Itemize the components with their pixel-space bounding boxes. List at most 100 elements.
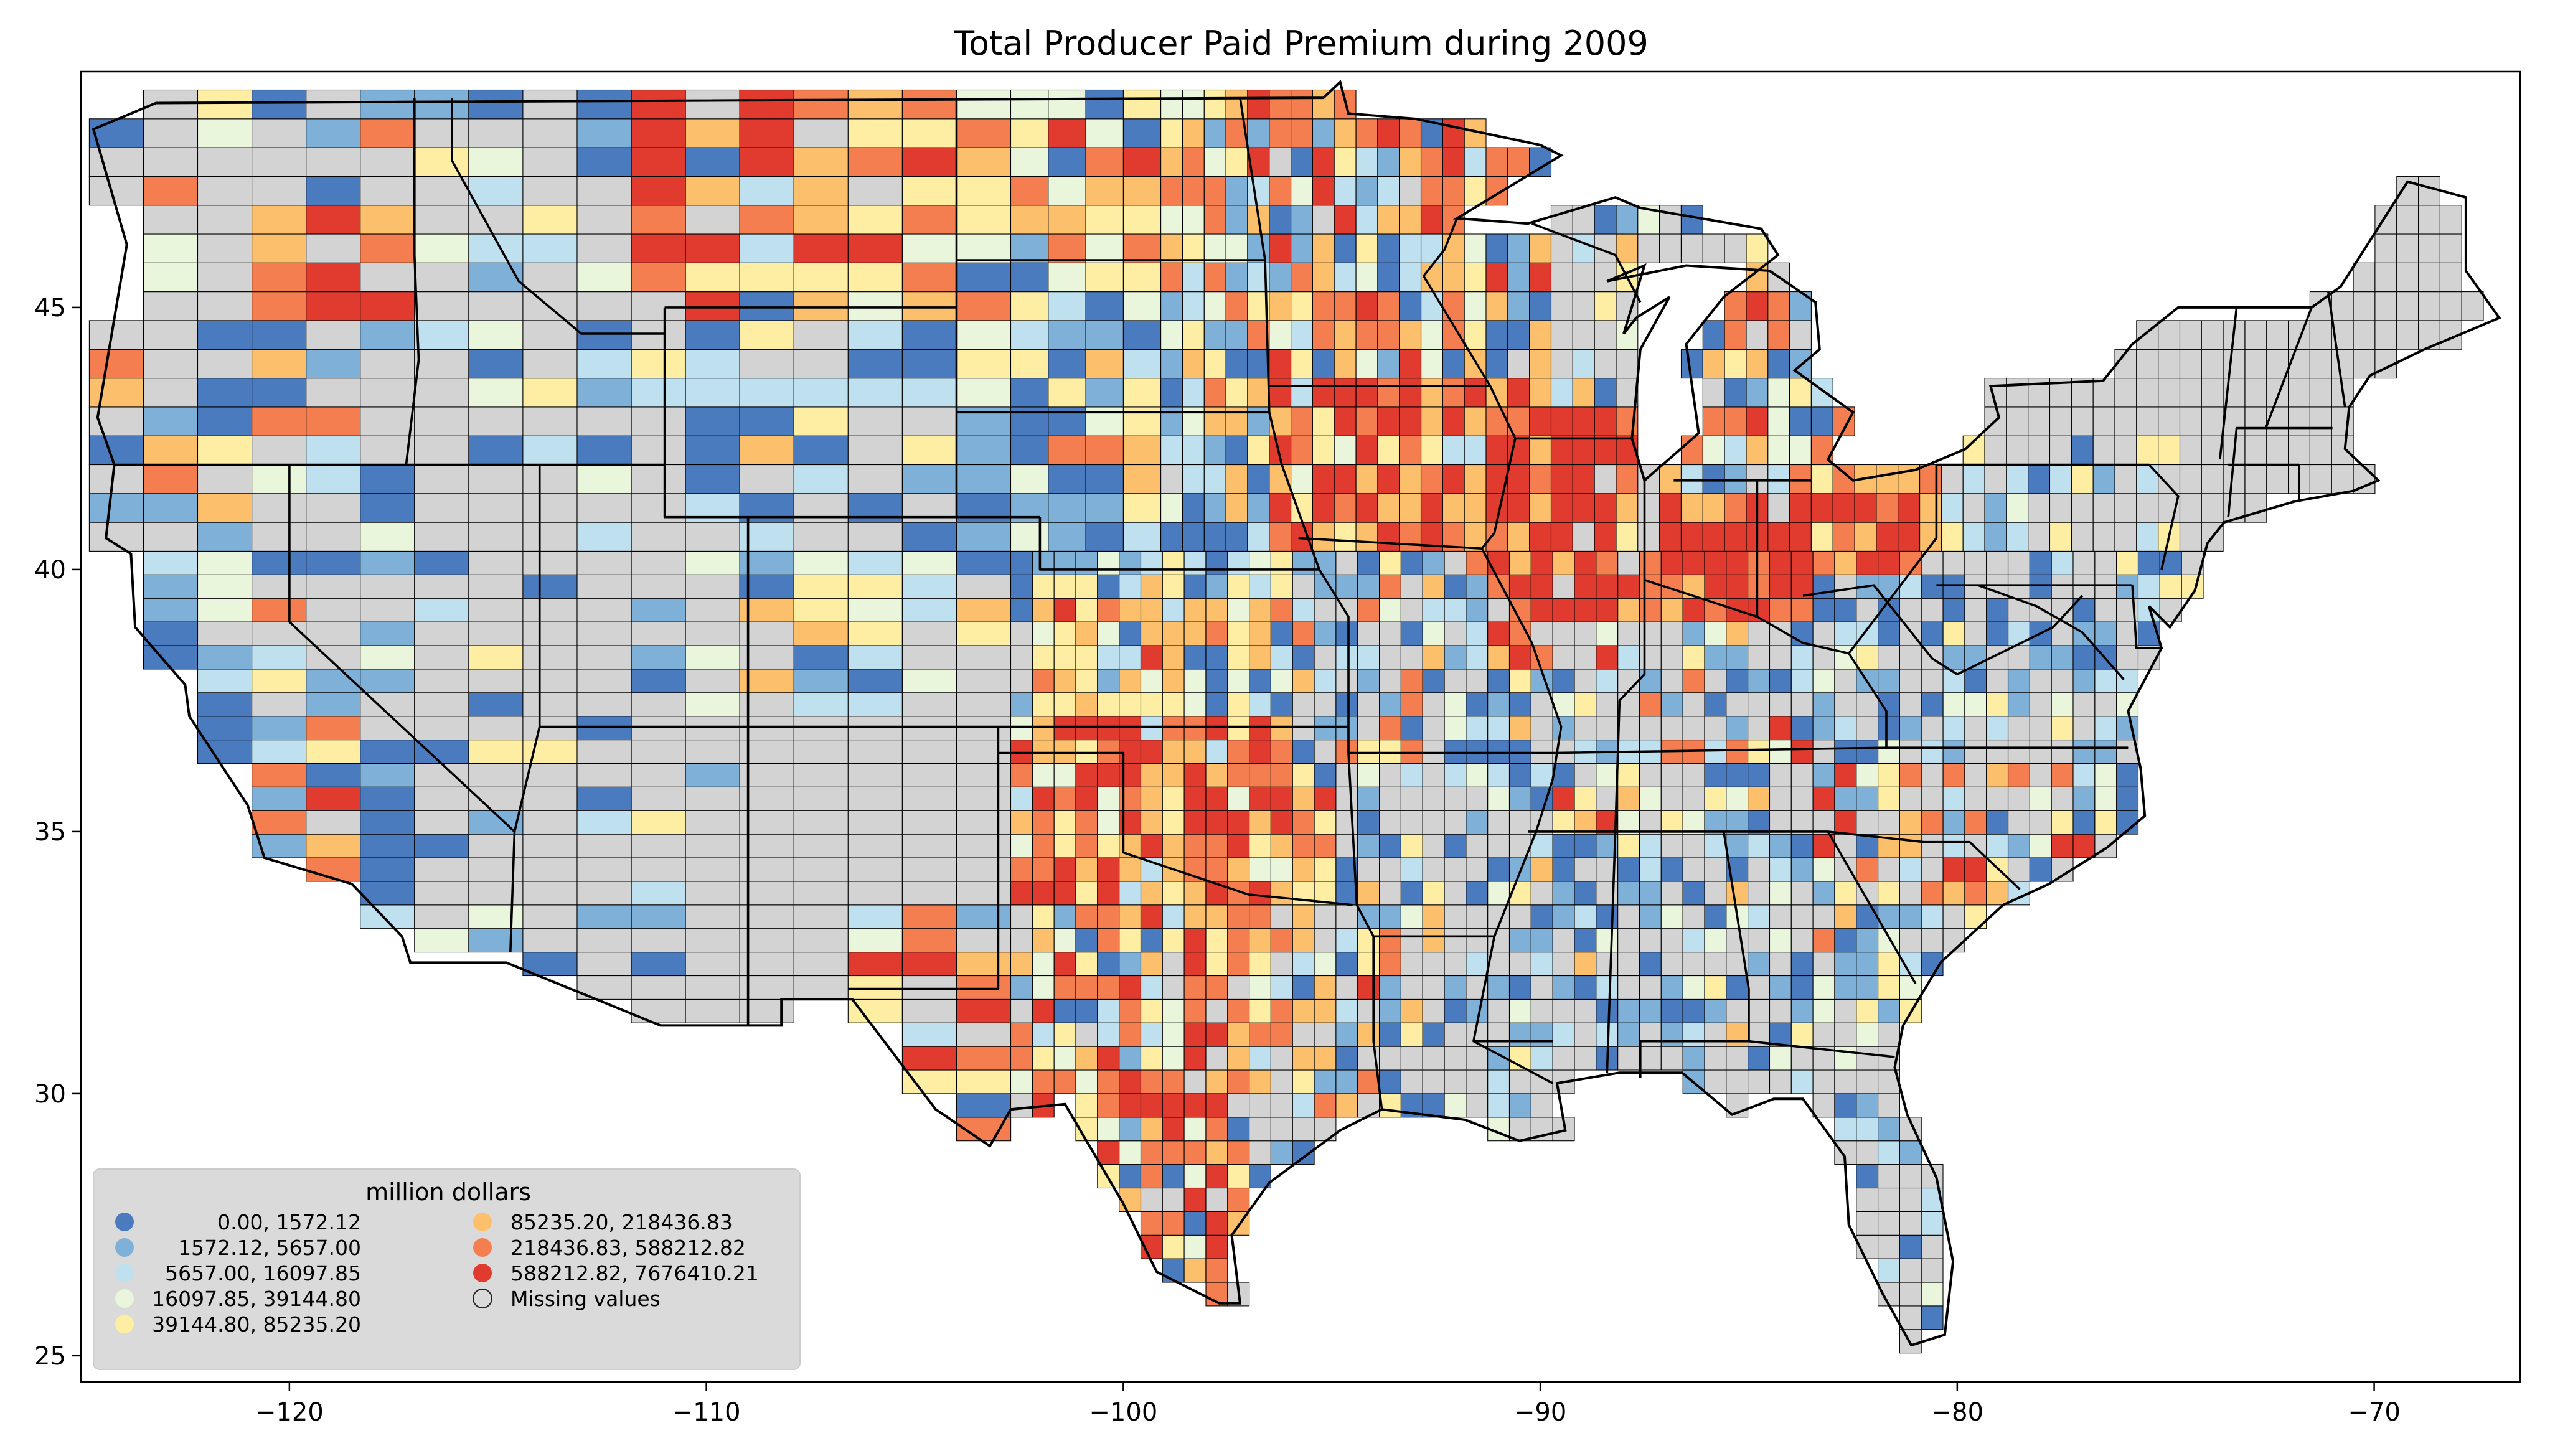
county-polygon bbox=[252, 621, 307, 646]
county-polygon bbox=[1616, 493, 1639, 523]
county-polygon bbox=[576, 493, 632, 523]
county-polygon bbox=[1334, 233, 1357, 263]
county-polygon bbox=[2136, 464, 2159, 494]
county-polygon bbox=[2008, 574, 2030, 599]
county-polygon bbox=[1377, 522, 1400, 552]
county-polygon bbox=[1312, 378, 1335, 408]
county-polygon bbox=[360, 522, 415, 552]
county-polygon bbox=[1941, 464, 1964, 494]
county-polygon bbox=[1682, 881, 1705, 906]
county-polygon bbox=[1878, 621, 1900, 646]
county-polygon bbox=[1680, 493, 1703, 523]
state-border bbox=[288, 464, 515, 833]
county-polygon bbox=[143, 205, 199, 235]
county-polygon bbox=[1334, 176, 1357, 206]
county-polygon bbox=[1466, 1069, 1489, 1094]
county-polygon bbox=[1466, 669, 1489, 693]
county-polygon bbox=[2049, 406, 2072, 436]
county-polygon bbox=[1878, 810, 1900, 835]
county-polygon bbox=[2072, 763, 2096, 787]
county-polygon bbox=[1964, 716, 1987, 741]
county-polygon bbox=[1596, 716, 1619, 741]
county-polygon bbox=[468, 291, 524, 321]
county-polygon bbox=[1162, 574, 1185, 599]
county-polygon bbox=[1466, 952, 1489, 977]
county-polygon bbox=[1790, 786, 1814, 811]
county-polygon bbox=[1119, 1117, 1142, 1142]
county-polygon bbox=[1357, 739, 1380, 764]
county-polygon bbox=[88, 349, 144, 379]
county-polygon bbox=[1487, 692, 1510, 717]
county-polygon bbox=[1746, 406, 1769, 436]
county-polygon bbox=[1249, 1140, 1271, 1165]
county-polygon bbox=[901, 320, 957, 350]
county-polygon bbox=[901, 1022, 957, 1047]
county-polygon bbox=[1314, 739, 1337, 764]
county-polygon bbox=[901, 739, 957, 764]
county-polygon bbox=[1986, 669, 2009, 693]
county-polygon bbox=[901, 904, 957, 929]
county-polygon bbox=[1010, 786, 1033, 811]
county-polygon bbox=[197, 522, 253, 552]
county-polygon bbox=[1205, 810, 1228, 835]
county-polygon bbox=[306, 692, 361, 717]
county-polygon bbox=[1053, 904, 1076, 929]
county-polygon bbox=[1162, 716, 1185, 741]
county-polygon bbox=[1400, 598, 1423, 622]
county-polygon bbox=[1464, 464, 1487, 494]
county-polygon bbox=[360, 205, 415, 235]
county-polygon bbox=[1075, 834, 1098, 858]
legend-label: Missing values bbox=[510, 1287, 661, 1311]
county-polygon bbox=[1552, 1046, 1575, 1071]
county-polygon bbox=[1075, 928, 1098, 953]
county-polygon bbox=[1530, 692, 1553, 717]
county-polygon bbox=[1552, 669, 1575, 693]
county-polygon bbox=[1767, 320, 1790, 350]
county-polygon bbox=[1899, 1140, 1922, 1165]
county-polygon bbox=[1702, 378, 1725, 408]
county-polygon bbox=[2116, 645, 2139, 670]
county-polygon bbox=[1357, 834, 1380, 858]
county-polygon bbox=[1790, 1069, 1814, 1094]
county-polygon bbox=[576, 118, 632, 148]
county-polygon bbox=[2071, 493, 2094, 523]
county-polygon bbox=[1249, 928, 1271, 953]
county-polygon bbox=[1466, 763, 1489, 787]
county-polygon bbox=[1942, 763, 1965, 787]
county-polygon bbox=[1899, 645, 1922, 670]
county-polygon bbox=[414, 739, 469, 764]
county-polygon bbox=[1530, 716, 1553, 741]
county-polygon bbox=[1834, 716, 1857, 741]
county-polygon bbox=[1292, 716, 1315, 741]
county-polygon bbox=[1682, 952, 1705, 977]
county-polygon bbox=[631, 349, 686, 379]
county-polygon bbox=[1442, 147, 1465, 177]
county-polygon bbox=[252, 291, 307, 321]
county-polygon bbox=[1596, 692, 1619, 717]
county-polygon bbox=[1660, 928, 1683, 953]
county-polygon bbox=[1702, 435, 1725, 466]
county-polygon bbox=[414, 834, 469, 858]
county-polygon bbox=[1182, 522, 1205, 552]
county-polygon bbox=[1312, 406, 1335, 436]
county-polygon bbox=[1748, 810, 1770, 835]
county-polygon bbox=[1856, 857, 1879, 882]
county-polygon bbox=[1878, 952, 1900, 977]
county-polygon bbox=[1487, 716, 1510, 741]
county-polygon bbox=[1466, 645, 1489, 670]
plot-frame bbox=[80, 70, 2521, 1383]
county-polygon bbox=[1119, 881, 1142, 906]
county-polygon bbox=[576, 716, 632, 741]
county-polygon bbox=[956, 621, 1012, 646]
county-polygon bbox=[1119, 621, 1142, 646]
county-polygon bbox=[143, 147, 199, 177]
county-polygon bbox=[468, 857, 524, 882]
state-border bbox=[1848, 652, 1888, 748]
county-polygon bbox=[1010, 1069, 1033, 1094]
county-polygon bbox=[1810, 378, 1833, 408]
county-polygon bbox=[1270, 904, 1293, 929]
county-polygon bbox=[1704, 881, 1727, 906]
county-polygon bbox=[631, 406, 686, 436]
county-polygon bbox=[468, 89, 524, 120]
county-polygon bbox=[1572, 464, 1595, 494]
